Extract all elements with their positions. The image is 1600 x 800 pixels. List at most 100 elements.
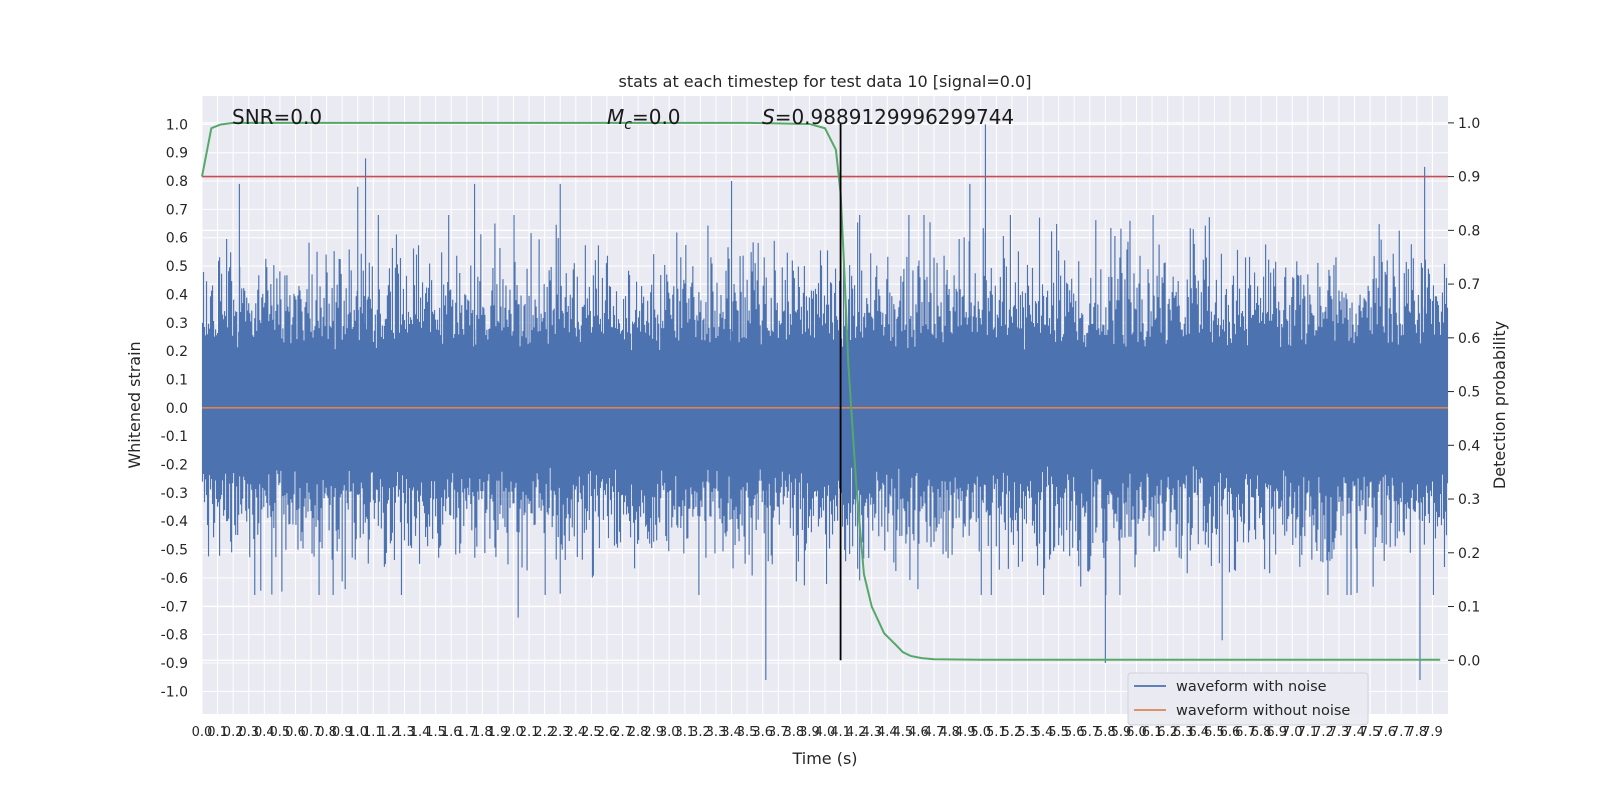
chirp-mass-value: =0.0 bbox=[632, 105, 681, 129]
x-tick-label: 4.3 bbox=[861, 725, 882, 740]
left-y-tick-label: -1.0 bbox=[161, 684, 188, 700]
right-y-tick-label: 0.1 bbox=[1458, 600, 1480, 616]
x-tick-label: 5.0 bbox=[970, 725, 991, 740]
x-tick-label: 6.3 bbox=[1173, 725, 1194, 740]
x-tick-label: 7.3 bbox=[1329, 725, 1350, 740]
x-tick-label: 0.0 bbox=[192, 725, 213, 740]
chirp-mass-annotation: Mc=0.0 bbox=[607, 105, 681, 133]
left-y-tick-label: 0.7 bbox=[166, 202, 188, 218]
chirp-mass-symbol: M bbox=[607, 105, 624, 129]
x-tick-label: 6.8 bbox=[1251, 725, 1272, 740]
x-tick-label: 0.1 bbox=[207, 725, 228, 740]
x-tick-label: 6.9 bbox=[1266, 725, 1287, 740]
x-tick-label: 6.2 bbox=[1157, 725, 1178, 740]
x-tick-label: 2.0 bbox=[503, 725, 524, 740]
right-y-tick-label: 0.6 bbox=[1458, 331, 1480, 347]
x-tick-label: 0.3 bbox=[238, 725, 259, 740]
x-tick-label: 7.7 bbox=[1391, 725, 1412, 740]
x-tick-label: 3.3 bbox=[706, 725, 727, 740]
right-y-tick-labels: 1.0 0.9 0.8 0.7 0.6 0.5 0.4 0.3 0.2 0.1 0.0 bbox=[1448, 116, 1480, 669]
statistic-value: =0.9889129996299744 bbox=[775, 105, 1014, 129]
x-tick-labels: 0.00.10.20.30.40.50.60.70.80.91.01.11.21… bbox=[192, 725, 1443, 740]
left-y-tick-label: -0.8 bbox=[161, 628, 188, 644]
x-tick-label: 4.8 bbox=[939, 725, 960, 740]
x-tick-label: 1.0 bbox=[347, 725, 368, 740]
x-tick-label: 1.6 bbox=[441, 725, 462, 740]
x-tick-label: 3.7 bbox=[768, 725, 789, 740]
legend-label-waveform-without-noise: waveform without noise bbox=[1176, 703, 1350, 719]
x-tick-label: 1.3 bbox=[394, 725, 415, 740]
right-y-tick-label: 0.7 bbox=[1458, 277, 1480, 293]
x-tick-label: 4.0 bbox=[815, 725, 836, 740]
x-tick-label: 3.4 bbox=[721, 725, 742, 740]
x-tick-label: 7.6 bbox=[1375, 725, 1396, 740]
left-y-tick-label: -0.4 bbox=[161, 514, 188, 530]
x-tick-label: 2.7 bbox=[612, 725, 633, 740]
x-tick-label: 0.6 bbox=[285, 725, 306, 740]
x-tick-label: 2.9 bbox=[643, 725, 664, 740]
x-tick-label: 4.2 bbox=[846, 725, 867, 740]
right-y-axis-label: Detection probability bbox=[1490, 321, 1509, 489]
x-tick-label: 1.8 bbox=[472, 725, 493, 740]
x-tick-label: 0.5 bbox=[270, 725, 291, 740]
x-tick-label: 5.1 bbox=[986, 725, 1007, 740]
right-y-tick-label: 1.0 bbox=[1458, 116, 1480, 132]
x-tick-label: 5.4 bbox=[1033, 725, 1054, 740]
x-tick-label: 6.7 bbox=[1235, 725, 1256, 740]
left-y-tick-label: 0.8 bbox=[166, 174, 188, 190]
right-y-tick-label: 0.5 bbox=[1458, 385, 1480, 401]
x-tick-label: 7.8 bbox=[1407, 725, 1428, 740]
left-y-tick-label: 0.2 bbox=[166, 344, 188, 360]
x-tick-label: 4.4 bbox=[877, 725, 898, 740]
left-y-tick-label: 0.0 bbox=[166, 401, 188, 417]
x-tick-label: 3.2 bbox=[690, 725, 711, 740]
x-tick-label: 5.3 bbox=[1017, 725, 1038, 740]
x-tick-label: 6.4 bbox=[1188, 725, 1209, 740]
x-tick-label: 6.5 bbox=[1204, 725, 1225, 740]
x-tick-label: 3.0 bbox=[659, 725, 680, 740]
left-y-tick-label: 0.5 bbox=[166, 259, 188, 275]
left-y-axis-label: Whitened strain bbox=[125, 341, 144, 468]
left-y-tick-label: -0.1 bbox=[161, 429, 188, 445]
x-tick-label: 7.1 bbox=[1297, 725, 1318, 740]
x-axis-label: Time (s) bbox=[791, 749, 857, 768]
left-y-tick-label: 0.4 bbox=[166, 287, 188, 303]
x-tick-label: 0.4 bbox=[254, 725, 275, 740]
detection-statistic-annotation: S=0.9889129996299744 bbox=[762, 105, 1014, 129]
x-tick-label: 5.5 bbox=[1048, 725, 1069, 740]
x-tick-label: 2.4 bbox=[565, 725, 586, 740]
x-tick-label: 2.3 bbox=[550, 725, 571, 740]
x-tick-label: 0.9 bbox=[332, 725, 353, 740]
left-y-tick-label: 0.1 bbox=[166, 372, 188, 388]
series-detection-probability bbox=[201, 121, 1441, 661]
x-tick-label: 3.5 bbox=[737, 725, 758, 740]
right-y-tick-label: 0.0 bbox=[1458, 653, 1480, 669]
snr-annotation: SNR=0.0 bbox=[232, 105, 322, 129]
x-tick-label: 5.2 bbox=[1002, 725, 1023, 740]
x-tick-label: 4.9 bbox=[955, 725, 976, 740]
x-tick-label: 6.6 bbox=[1220, 725, 1241, 740]
x-tick-label: 2.8 bbox=[628, 725, 649, 740]
x-tick-label: 3.8 bbox=[784, 725, 805, 740]
left-y-tick-label: 0.3 bbox=[166, 316, 188, 332]
left-y-tick-label: -0.2 bbox=[161, 458, 188, 474]
x-tick-label: 1.9 bbox=[488, 725, 509, 740]
legend-label-waveform-with-noise: waveform with noise bbox=[1176, 679, 1327, 695]
x-tick-label: 0.2 bbox=[223, 725, 244, 740]
legend-box bbox=[1127, 672, 1369, 726]
x-tick-label: 5.6 bbox=[1064, 725, 1085, 740]
left-y-tick-labels: 1.0 0.9 0.8 0.7 0.6 0.5 0.4 0.3 0.2 0.1 0.0 -0.1 -0.… bbox=[161, 117, 188, 700]
x-tick-label: 1.1 bbox=[363, 725, 384, 740]
left-y-tick-label: -0.5 bbox=[161, 543, 188, 559]
chart-title: stats at each timestep for test data 10 … bbox=[619, 72, 1032, 91]
x-tick-label: 7.0 bbox=[1282, 725, 1303, 740]
left-y-tick-label: -0.3 bbox=[161, 486, 188, 502]
x-tick-label: 7.4 bbox=[1344, 725, 1365, 740]
x-tick-label: 7.9 bbox=[1422, 725, 1443, 740]
x-tick-label: 3.1 bbox=[674, 725, 695, 740]
x-tick-label: 1.7 bbox=[456, 725, 477, 740]
right-y-tick-label: 0.2 bbox=[1458, 546, 1480, 562]
left-y-tick-label: 0.9 bbox=[166, 146, 188, 162]
x-tick-label: 4.5 bbox=[893, 725, 914, 740]
